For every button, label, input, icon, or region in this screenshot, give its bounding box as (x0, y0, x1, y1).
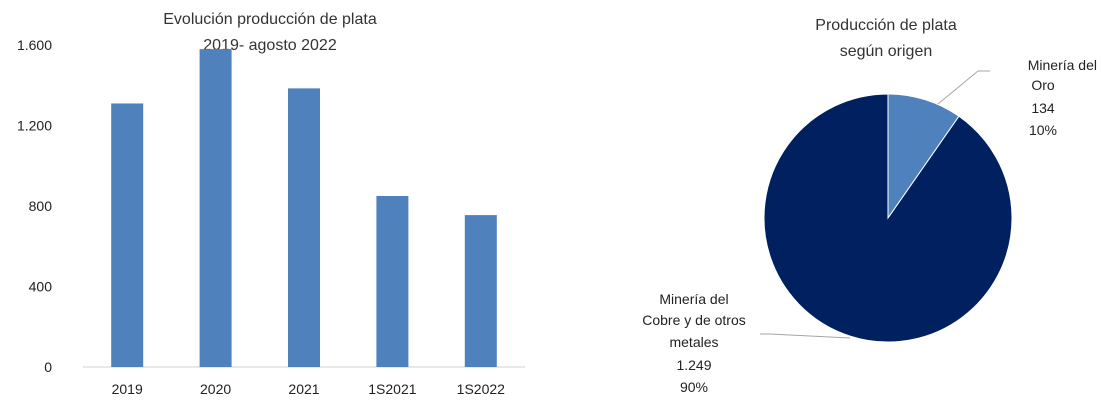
bar-2020 (199, 49, 232, 368)
bar-chart-y-tick-label: 1.600 (17, 37, 52, 53)
pie-chart-title-line-2: según origen (840, 43, 933, 60)
pie-label-oro-name-1: Minería del (1028, 57, 1097, 73)
pie-slice-1 (763, 93, 1013, 343)
bar-chart-x-tick-label: 2021 (288, 381, 319, 397)
bar-2021 (288, 88, 320, 367)
bar-chart-y-tick-label: 0 (44, 359, 52, 375)
bar-chart-bars (111, 49, 497, 368)
bar-2019 (111, 103, 144, 367)
pie-data-label-cobre: Minería del Cobre y de otros metales 1.2… (642, 291, 746, 395)
pie-chart: Producción de plata según origen Minería… (642, 17, 1097, 395)
bar-chart-x-tick-label: 2020 (200, 381, 231, 397)
bar-chart-y-tick-label: 400 (29, 279, 53, 295)
pie-chart-title-line-1: Producción de plata (815, 17, 957, 34)
pie-label-oro-name-2: Oro (1031, 77, 1055, 93)
pie-label-oro-percent: 10% (1029, 122, 1057, 138)
bar-chart-y-tick-label: 1.200 (17, 118, 52, 134)
bar-chart-title-line-2: 2019- agosto 2022 (203, 37, 337, 54)
bar-chart-x-axis: 2019 2020 2021 1S2021 1S2022 (112, 381, 506, 397)
bar-chart-y-tick-label: 800 (29, 198, 53, 214)
pie-leader-line-cobre (760, 333, 851, 339)
pie-label-cobre-value: 1.249 (676, 357, 711, 373)
pie-label-cobre-name-2: Cobre y de otros (642, 312, 746, 328)
bar-chart-y-axis: 0 400 800 1.200 1.600 (17, 37, 52, 375)
pie-leader-line-oro (937, 70, 990, 105)
bar-chart-x-tick-label: 1S2021 (368, 381, 416, 397)
bar-chart: Evolución producción de plata 2019- agos… (17, 11, 525, 397)
pie-label-oro-value: 134 (1031, 100, 1055, 116)
pie-data-label-oro: Minería del Oro 134 10% (1028, 57, 1097, 138)
bar-1S2021 (376, 196, 409, 367)
bar-chart-x-tick-label: 2019 (112, 381, 143, 397)
pie-label-cobre-name-3: metales (669, 334, 718, 350)
pie-label-cobre-name-1: Minería del (659, 291, 728, 307)
pie-chart-slices (763, 93, 1013, 343)
bar-1S2022 (464, 215, 497, 367)
pie-label-cobre-percent: 90% (680, 379, 708, 395)
pie-slice-0 (887, 93, 960, 220)
bar-chart-x-tick-label: 1S2022 (457, 381, 505, 397)
bar-chart-title-line-1: Evolución producción de plata (163, 11, 377, 28)
